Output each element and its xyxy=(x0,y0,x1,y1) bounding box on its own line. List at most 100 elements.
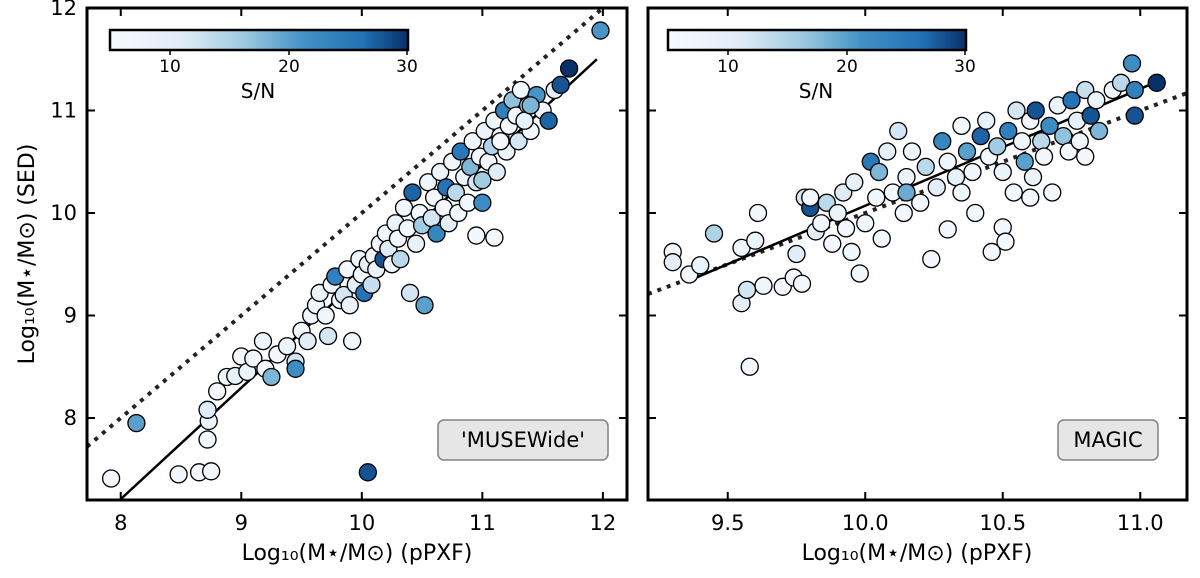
right-scatter-point xyxy=(842,242,861,262)
left-scatter-point xyxy=(318,326,338,346)
right-x-axis-label: Log₁₀(M⋆/M⊙) (pPXF) xyxy=(802,541,1033,566)
left-scatter-point xyxy=(343,331,362,351)
right-scatter-point xyxy=(1081,106,1100,125)
right-scatter-point xyxy=(836,219,856,238)
right-scatter-point xyxy=(966,203,985,223)
right-scatter-point xyxy=(737,280,757,300)
left-scatter-point xyxy=(298,331,317,351)
right-scatter-point xyxy=(927,178,946,197)
right-scatter-point xyxy=(1026,101,1045,120)
left-y-tick-label: 10 xyxy=(50,201,77,225)
left-scatter-point xyxy=(487,162,506,182)
right-scatter-point xyxy=(878,142,897,161)
right-scatter-point xyxy=(801,188,820,207)
right-colorbar: 10 20 30 S/N xyxy=(666,28,976,103)
right-scatter-point xyxy=(1070,132,1089,151)
right-scatter-point xyxy=(1040,116,1059,136)
left-scatter-point xyxy=(340,296,359,315)
right-scatter-point xyxy=(982,242,1001,262)
right-scatter-point xyxy=(746,231,765,250)
left-panel: 8 9 10 11 12 8 9 10 11 12 10 20 30 S/N 'MUSEWide' xyxy=(50,0,629,535)
left-ticks-layer: 8 9 10 11 12 8 9 10 11 12 xyxy=(50,0,627,535)
left-legend: 'MUSEWide' xyxy=(437,419,609,461)
left-y-tick-label: 9 xyxy=(64,304,77,328)
right-scatter-point xyxy=(850,264,869,283)
left-colorbar-bar xyxy=(108,28,410,52)
right-scatter-point xyxy=(828,203,847,223)
right-scatter-point xyxy=(957,142,977,161)
right-scatter-point xyxy=(1004,183,1023,202)
right-scatter-point xyxy=(933,132,952,151)
right-scatter-point xyxy=(938,152,957,171)
right-x-tick-label: 9.5 xyxy=(711,511,744,535)
right-scatter-point xyxy=(1122,54,1142,73)
right-scatter-point xyxy=(748,203,768,223)
left-scatter-point xyxy=(485,228,504,247)
left-scatter-point xyxy=(316,306,335,325)
left-scatter-point xyxy=(391,249,410,269)
left-scatter-point xyxy=(198,400,217,419)
left-scatter-point xyxy=(127,413,146,433)
right-scatter-point xyxy=(869,162,889,182)
right-scatter-point xyxy=(916,157,935,177)
right-scatter-point xyxy=(971,126,990,146)
left-colorbar-tick-30: 30 xyxy=(396,57,418,77)
left-x-tick-label: 9 xyxy=(235,511,248,535)
left-scatter-point xyxy=(473,193,492,212)
left-scatter-point xyxy=(394,198,414,218)
left-points-layer xyxy=(87,8,610,500)
right-scatter-point xyxy=(996,232,1015,251)
left-x-tick-label: 11 xyxy=(469,511,496,535)
right-scatter-point xyxy=(740,357,759,376)
left-scatter-point xyxy=(521,96,540,115)
right-scatter-point xyxy=(1054,126,1073,146)
right-scatter-point xyxy=(1034,147,1054,166)
right-scatter-point xyxy=(1032,132,1051,151)
right-scatter-point xyxy=(1125,80,1144,100)
right-scatter-point xyxy=(1076,147,1095,166)
left-scatter-point xyxy=(415,296,434,315)
right-panel: 9.5 10.0 10.5 11.0 10 20 30 S/N MAGIC xyxy=(646,6,1189,535)
left-axes-frame xyxy=(85,6,629,502)
right-scatter-point xyxy=(911,193,930,212)
left-scatter-point xyxy=(467,226,486,245)
left-scatter-point xyxy=(208,382,227,401)
left-scatter-point xyxy=(101,469,121,488)
y-axis-label: Log₁₀(M⋆/M⊙) (SED) xyxy=(15,144,40,365)
right-scatter-point xyxy=(792,274,812,293)
left-scatter-point xyxy=(406,234,426,253)
left-scatter-point xyxy=(591,21,610,40)
left-y-tick-label: 11 xyxy=(50,99,77,123)
right-scatter-point xyxy=(845,173,864,192)
left-scatter-point xyxy=(286,359,305,378)
right-scatter-point xyxy=(812,214,831,233)
left-scatter-point xyxy=(277,337,297,356)
right-scatter-point xyxy=(754,276,773,295)
right-colorbar-label: S/N xyxy=(799,79,833,103)
left-legend-label: 'MUSEWide' xyxy=(461,428,585,452)
right-scatter-point xyxy=(993,162,1012,182)
left-scatter-point xyxy=(539,111,558,130)
right-scatter-point xyxy=(946,167,966,187)
left-scatter-point xyxy=(473,171,492,190)
left-scatter-point xyxy=(202,462,221,481)
left-one-to-one-line xyxy=(87,8,606,449)
right-scatter-point xyxy=(897,183,916,202)
right-scatter-point xyxy=(1012,132,1032,151)
left-scatter-point xyxy=(446,183,465,202)
right-scatter-point xyxy=(787,244,806,264)
right-colorbar-tick-30: 30 xyxy=(954,57,976,77)
right-scatter-point xyxy=(867,188,886,207)
left-scatter-point xyxy=(427,224,446,243)
right-scatter-point xyxy=(823,234,842,253)
right-scatter-point xyxy=(902,142,922,161)
left-scatter-point xyxy=(559,59,579,78)
left-x-tick-label: 10 xyxy=(348,511,375,535)
left-scatter-point xyxy=(358,463,377,482)
right-legend-box xyxy=(1057,419,1159,461)
left-x-axis-label: Log₁₀(M⋆/M⊙) (pPXF) xyxy=(242,541,473,566)
right-scatter-point xyxy=(963,162,982,182)
right-scatter-point xyxy=(977,111,996,130)
right-scatter-point xyxy=(938,220,957,239)
